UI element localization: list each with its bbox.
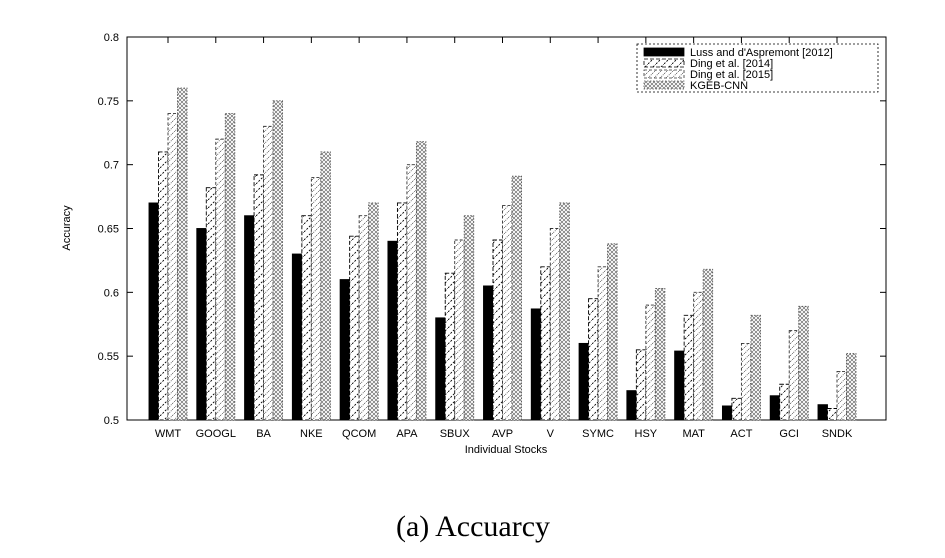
bar-symc-series-1 — [588, 298, 599, 421]
y-axis-label: Accuracy — [61, 205, 73, 251]
bar-sbux-series-3 — [463, 215, 475, 421]
legend-swatch-series-0 — [643, 47, 685, 57]
legend-label-series-2: Ding et al. [2015] — [690, 69, 773, 81]
y-tick-label: 0.5 — [104, 415, 119, 427]
bar-avp-series-0 — [483, 285, 494, 421]
bar-ba-series-3 — [272, 100, 284, 421]
x-tick-label-googl: GOOGL — [196, 428, 236, 440]
bar-apa-series-1 — [396, 202, 408, 421]
bar-mat-series-3 — [702, 268, 714, 421]
x-tick-label-avp: AVP — [492, 428, 513, 440]
bar-symc-series-0 — [578, 342, 590, 421]
bar-avp-series-3 — [511, 175, 522, 421]
bar-gci-series-3 — [798, 305, 809, 421]
bar-apa-series-2 — [406, 164, 417, 421]
bar-wmt-series-3 — [177, 87, 188, 421]
bar-symc-series-3 — [607, 243, 618, 421]
bar-apa-series-3 — [415, 141, 427, 421]
x-tick-label-act: ACT — [730, 428, 752, 440]
bars — [148, 87, 857, 421]
bar-googl-series-0 — [196, 228, 207, 421]
bar-apa-series-0 — [387, 240, 398, 421]
bar-mat-series-1 — [683, 314, 695, 421]
x-tick-label-ba: BA — [256, 428, 271, 440]
legend-swatch-series-3 — [643, 80, 685, 90]
x-axis: WMT GOOGL BA NKE QCOM APA SBUX AVP V SYMC HSY MAT AC… — [155, 37, 853, 440]
bar-ba-series-1 — [253, 174, 265, 421]
x-tick-label-nke: NKE — [300, 428, 323, 440]
bar-nke-series-2 — [310, 176, 322, 421]
bar-ba-series-0 — [244, 215, 255, 421]
bar-mat-series-2 — [693, 291, 704, 421]
legend: Luss and d'Aspremont [2012]Ding et al. [… — [636, 43, 879, 93]
bar-sbux-series-0 — [435, 317, 446, 421]
bar-wmt-series-2 — [167, 113, 178, 421]
x-tick-label-sbux: SBUX — [440, 428, 471, 440]
legend-swatch-series-2 — [643, 69, 685, 79]
bar-qcom-series-2 — [358, 215, 370, 421]
x-tick-label-wmt: WMT — [155, 428, 182, 440]
bar-v-series-1 — [540, 266, 551, 421]
bar-sndk-series-3 — [846, 353, 857, 421]
x-tick-label-qcom: QCOM — [342, 428, 376, 440]
bar-qcom-series-1 — [349, 235, 360, 421]
bar-sndk-series-0 — [817, 404, 828, 421]
legend-label-series-1: Ding et al. [2014] — [690, 58, 773, 70]
bar-sbux-series-2 — [454, 239, 465, 421]
bar-v-series-3 — [559, 202, 570, 421]
bar-hsy-series-3 — [654, 288, 666, 421]
bar-gci-series-0 — [769, 395, 781, 421]
bar-symc-series-2 — [597, 266, 609, 421]
bar-gci-series-2 — [788, 330, 800, 421]
bar-mat-series-0 — [674, 350, 685, 421]
bar-avp-series-1 — [492, 239, 503, 421]
bar-hsy-series-1 — [635, 349, 647, 421]
bar-nke-series-3 — [320, 151, 331, 421]
bar-gci-series-1 — [779, 383, 790, 421]
bar-sndk-series-2 — [836, 371, 847, 421]
bar-act-series-0 — [721, 405, 733, 421]
bar-hsy-series-0 — [626, 390, 637, 421]
bar-v-series-2 — [549, 228, 561, 421]
bar-googl-series-1 — [205, 187, 217, 421]
y-axis: 0.5 0.55 0.6 0.65 0.7 0.75 0.8 — [98, 32, 886, 427]
bar-hsy-series-2 — [645, 304, 656, 421]
bar-wmt-series-0 — [148, 202, 159, 421]
bar-nke-series-0 — [291, 253, 303, 421]
legend-swatch-series-1 — [643, 58, 685, 68]
bar-sbux-series-1 — [444, 272, 456, 421]
x-tick-label-hsy: HSY — [635, 428, 658, 440]
x-tick-label-sndk: SNDK — [822, 428, 853, 440]
bar-v-series-0 — [530, 308, 542, 421]
y-tick-label: 0.7 — [104, 160, 119, 172]
bar-ba-series-2 — [263, 125, 274, 421]
bar-wmt-series-1 — [158, 151, 169, 421]
y-tick-label: 0.75 — [98, 96, 119, 108]
figure-caption: (a) Accuarcy — [396, 510, 550, 543]
bar-avp-series-2 — [502, 205, 513, 421]
bar-act-series-2 — [740, 342, 752, 421]
bar-googl-series-3 — [224, 113, 236, 421]
x-tick-label-apa: APA — [396, 428, 418, 440]
x-tick-label-v: V — [547, 428, 555, 440]
bar-sndk-series-1 — [827, 408, 838, 421]
bar-act-series-3 — [750, 314, 761, 421]
bar-qcom-series-0 — [339, 279, 351, 421]
y-tick-label: 0.8 — [104, 32, 119, 44]
x-tick-label-mat: MAT — [682, 428, 705, 440]
y-tick-label: 0.6 — [104, 287, 119, 299]
bar-nke-series-1 — [301, 215, 312, 421]
legend-label-series-0: Luss and d'Aspremont [2012] — [690, 47, 833, 59]
bar-googl-series-2 — [215, 138, 226, 421]
x-axis-label: Individual Stocks — [465, 444, 548, 456]
y-tick-label: 0.55 — [98, 351, 119, 363]
x-tick-label-gci: GCI — [779, 428, 799, 440]
legend-label-series-3: KGEB-CNN — [690, 80, 748, 92]
x-tick-label-symc: SYMC — [582, 428, 614, 440]
bar-act-series-1 — [731, 397, 742, 421]
bar-qcom-series-3 — [368, 202, 379, 421]
y-tick-label: 0.65 — [98, 224, 119, 236]
